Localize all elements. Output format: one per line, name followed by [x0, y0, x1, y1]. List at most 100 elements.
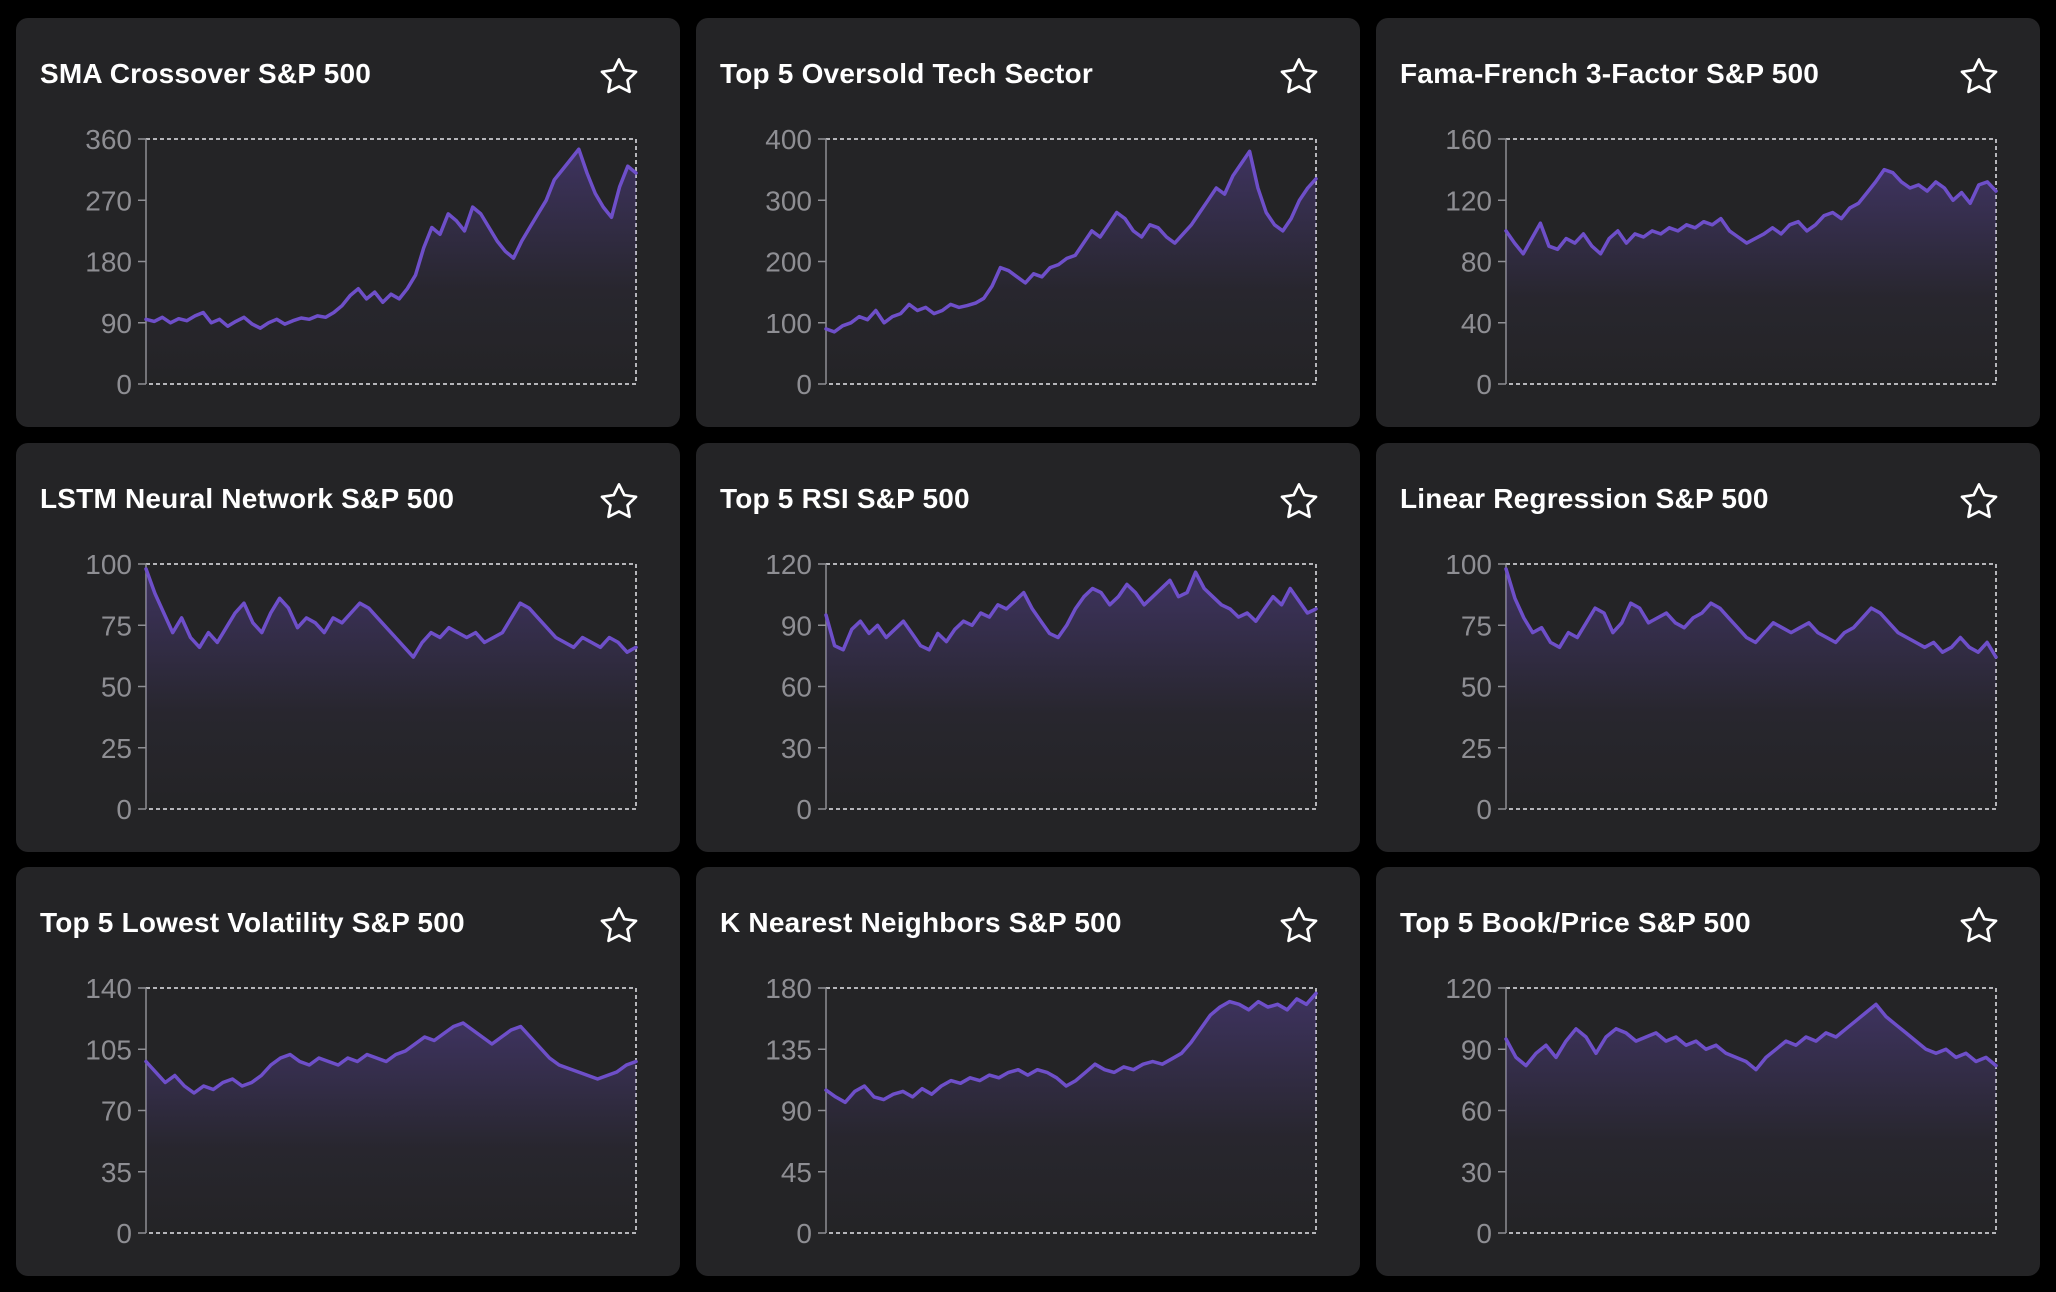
performance-chart: 0 45 90 135 180 — [696, 963, 1360, 1263]
card-title: Top 5 RSI S&P 500 — [720, 483, 970, 514]
y-tick-label: 70 — [101, 1096, 132, 1127]
series-line — [1504, 567, 1998, 659]
card-title: Linear Regression S&P 500 — [1400, 483, 1769, 514]
y-tick-label: 100 — [85, 549, 132, 580]
series-line — [144, 567, 638, 659]
y-tick-label: 160 — [1445, 124, 1492, 155]
y-tick-label: 80 — [1461, 247, 1492, 278]
card-title: Fama-French 3-Factor S&P 500 — [1400, 58, 1820, 89]
chart-svg: 0 30 60 90 120 — [765, 549, 1318, 825]
y-tick-label: 60 — [1461, 1096, 1492, 1127]
series-area — [146, 149, 636, 384]
chart-svg: 0 25 50 75 100 — [1445, 549, 1998, 825]
y-tick-label: 90 — [1461, 1034, 1492, 1065]
card-title: Top 5 Book/Price S&P 500 — [1400, 907, 1751, 938]
y-tick-label: 180 — [85, 247, 132, 278]
chart-svg: 0 40 80 120 160 — [1445, 124, 1998, 400]
card-title: Top 5 Lowest Volatility S&P 500 — [40, 907, 465, 938]
y-tick-label: 105 — [85, 1034, 132, 1065]
y-tick-label: 35 — [101, 1157, 132, 1188]
y-tick-label: 30 — [781, 733, 812, 764]
y-tick-label: 75 — [1461, 610, 1492, 641]
performance-chart: 0 25 50 75 100 — [1376, 539, 2040, 839]
series-line — [1504, 167, 1998, 256]
card-title: Top 5 Oversold Tech Sector — [720, 58, 1093, 89]
chart-svg: 0 25 50 75 100 — [85, 549, 638, 825]
y-tick-label: 120 — [1445, 185, 1492, 216]
y-tick-label: 60 — [781, 672, 812, 703]
y-tick-label: 140 — [85, 973, 132, 1004]
star-icon[interactable] — [1956, 479, 2002, 525]
series-area — [826, 151, 1316, 384]
y-tick-label: 180 — [765, 973, 812, 1004]
series-area — [826, 993, 1316, 1233]
chart-svg: 0 100 200 300 400 — [765, 124, 1318, 400]
y-tick-label: 360 — [85, 124, 132, 155]
y-tick-label: 90 — [781, 1096, 812, 1127]
card-title: K Nearest Neighbors S&P 500 — [720, 907, 1122, 938]
card-title: SMA Crossover S&P 500 — [40, 58, 372, 89]
y-tick-label: 200 — [765, 247, 812, 278]
star-icon[interactable] — [596, 54, 642, 100]
performance-chart: 0 40 80 120 160 — [1376, 114, 2040, 414]
performance-chart: 0 100 200 300 400 — [696, 114, 1360, 414]
y-tick-label: 0 — [1476, 1218, 1492, 1249]
strategy-card[interactable]: Linear Regression S&P 500 0 25 50 75 100 — [1376, 443, 2040, 852]
series-line — [824, 991, 1318, 1105]
y-tick-label: 40 — [1461, 308, 1492, 339]
strategy-card[interactable]: Top 5 RSI S&P 500 0 30 60 90 120 — [696, 443, 1360, 852]
strategy-card[interactable]: SMA Crossover S&P 500 0 90 180 270 360 — [16, 18, 680, 427]
series-area — [1506, 568, 1996, 809]
star-icon[interactable] — [596, 479, 642, 525]
strategy-card[interactable]: K Nearest Neighbors S&P 500 0 45 90 135 180 — [696, 867, 1360, 1276]
y-tick-label: 30 — [1461, 1157, 1492, 1188]
y-tick-label: 0 — [796, 1218, 812, 1249]
y-tick-label: 120 — [1445, 973, 1492, 1004]
series-area — [826, 572, 1316, 809]
y-tick-label: 100 — [1445, 549, 1492, 580]
y-tick-label: 50 — [1461, 672, 1492, 703]
performance-chart: 0 30 60 90 120 — [1376, 963, 2040, 1263]
series-area — [1506, 169, 1996, 384]
y-tick-label: 0 — [116, 369, 132, 400]
strategy-card[interactable]: LSTM Neural Network S&P 500 0 25 50 75 100 — [16, 443, 680, 852]
y-tick-label: 0 — [796, 794, 812, 825]
star-icon[interactable] — [1956, 903, 2002, 949]
chart-svg: 0 45 90 135 180 — [765, 973, 1318, 1249]
star-icon[interactable] — [1276, 903, 1322, 949]
chart-svg: 0 35 70 105 140 — [85, 973, 638, 1249]
y-tick-label: 75 — [101, 610, 132, 641]
y-tick-label: 400 — [765, 124, 812, 155]
card-title: LSTM Neural Network S&P 500 — [40, 483, 455, 514]
y-tick-label: 135 — [765, 1034, 812, 1065]
y-tick-label: 90 — [101, 308, 132, 339]
y-tick-label: 25 — [1461, 733, 1492, 764]
y-tick-label: 45 — [781, 1157, 812, 1188]
y-tick-label: 0 — [1476, 369, 1492, 400]
star-icon[interactable] — [596, 903, 642, 949]
y-tick-label: 0 — [1476, 794, 1492, 825]
series-line — [144, 1021, 638, 1095]
series-line — [824, 570, 1318, 652]
strategy-card[interactable]: Top 5 Oversold Tech Sector 0 100 200 300 400 — [696, 18, 1360, 427]
y-tick-label: 90 — [781, 610, 812, 641]
performance-chart: 0 90 180 270 360 — [16, 114, 680, 414]
y-tick-label: 120 — [765, 549, 812, 580]
y-tick-label: 270 — [85, 185, 132, 216]
strategy-card[interactable]: Top 5 Lowest Volatility S&P 500 0 35 70 105 1… — [16, 867, 680, 1276]
strategy-card[interactable]: Top 5 Book/Price S&P 500 0 30 60 90 120 — [1376, 867, 2040, 1276]
star-icon[interactable] — [1276, 479, 1322, 525]
series-area — [146, 1023, 636, 1233]
chart-svg: 0 90 180 270 360 — [85, 124, 638, 400]
y-tick-label: 300 — [765, 185, 812, 216]
strategy-card[interactable]: Fama-French 3-Factor S&P 500 0 40 80 120 160 — [1376, 18, 2040, 427]
star-icon[interactable] — [1956, 54, 2002, 100]
star-icon[interactable] — [1276, 54, 1322, 100]
performance-chart: 0 25 50 75 100 — [16, 539, 680, 839]
series-area — [146, 568, 636, 809]
chart-svg: 0 30 60 90 120 — [1445, 973, 1998, 1249]
y-tick-label: 25 — [101, 733, 132, 764]
series-line — [1504, 1002, 1998, 1072]
y-tick-label: 0 — [116, 1218, 132, 1249]
